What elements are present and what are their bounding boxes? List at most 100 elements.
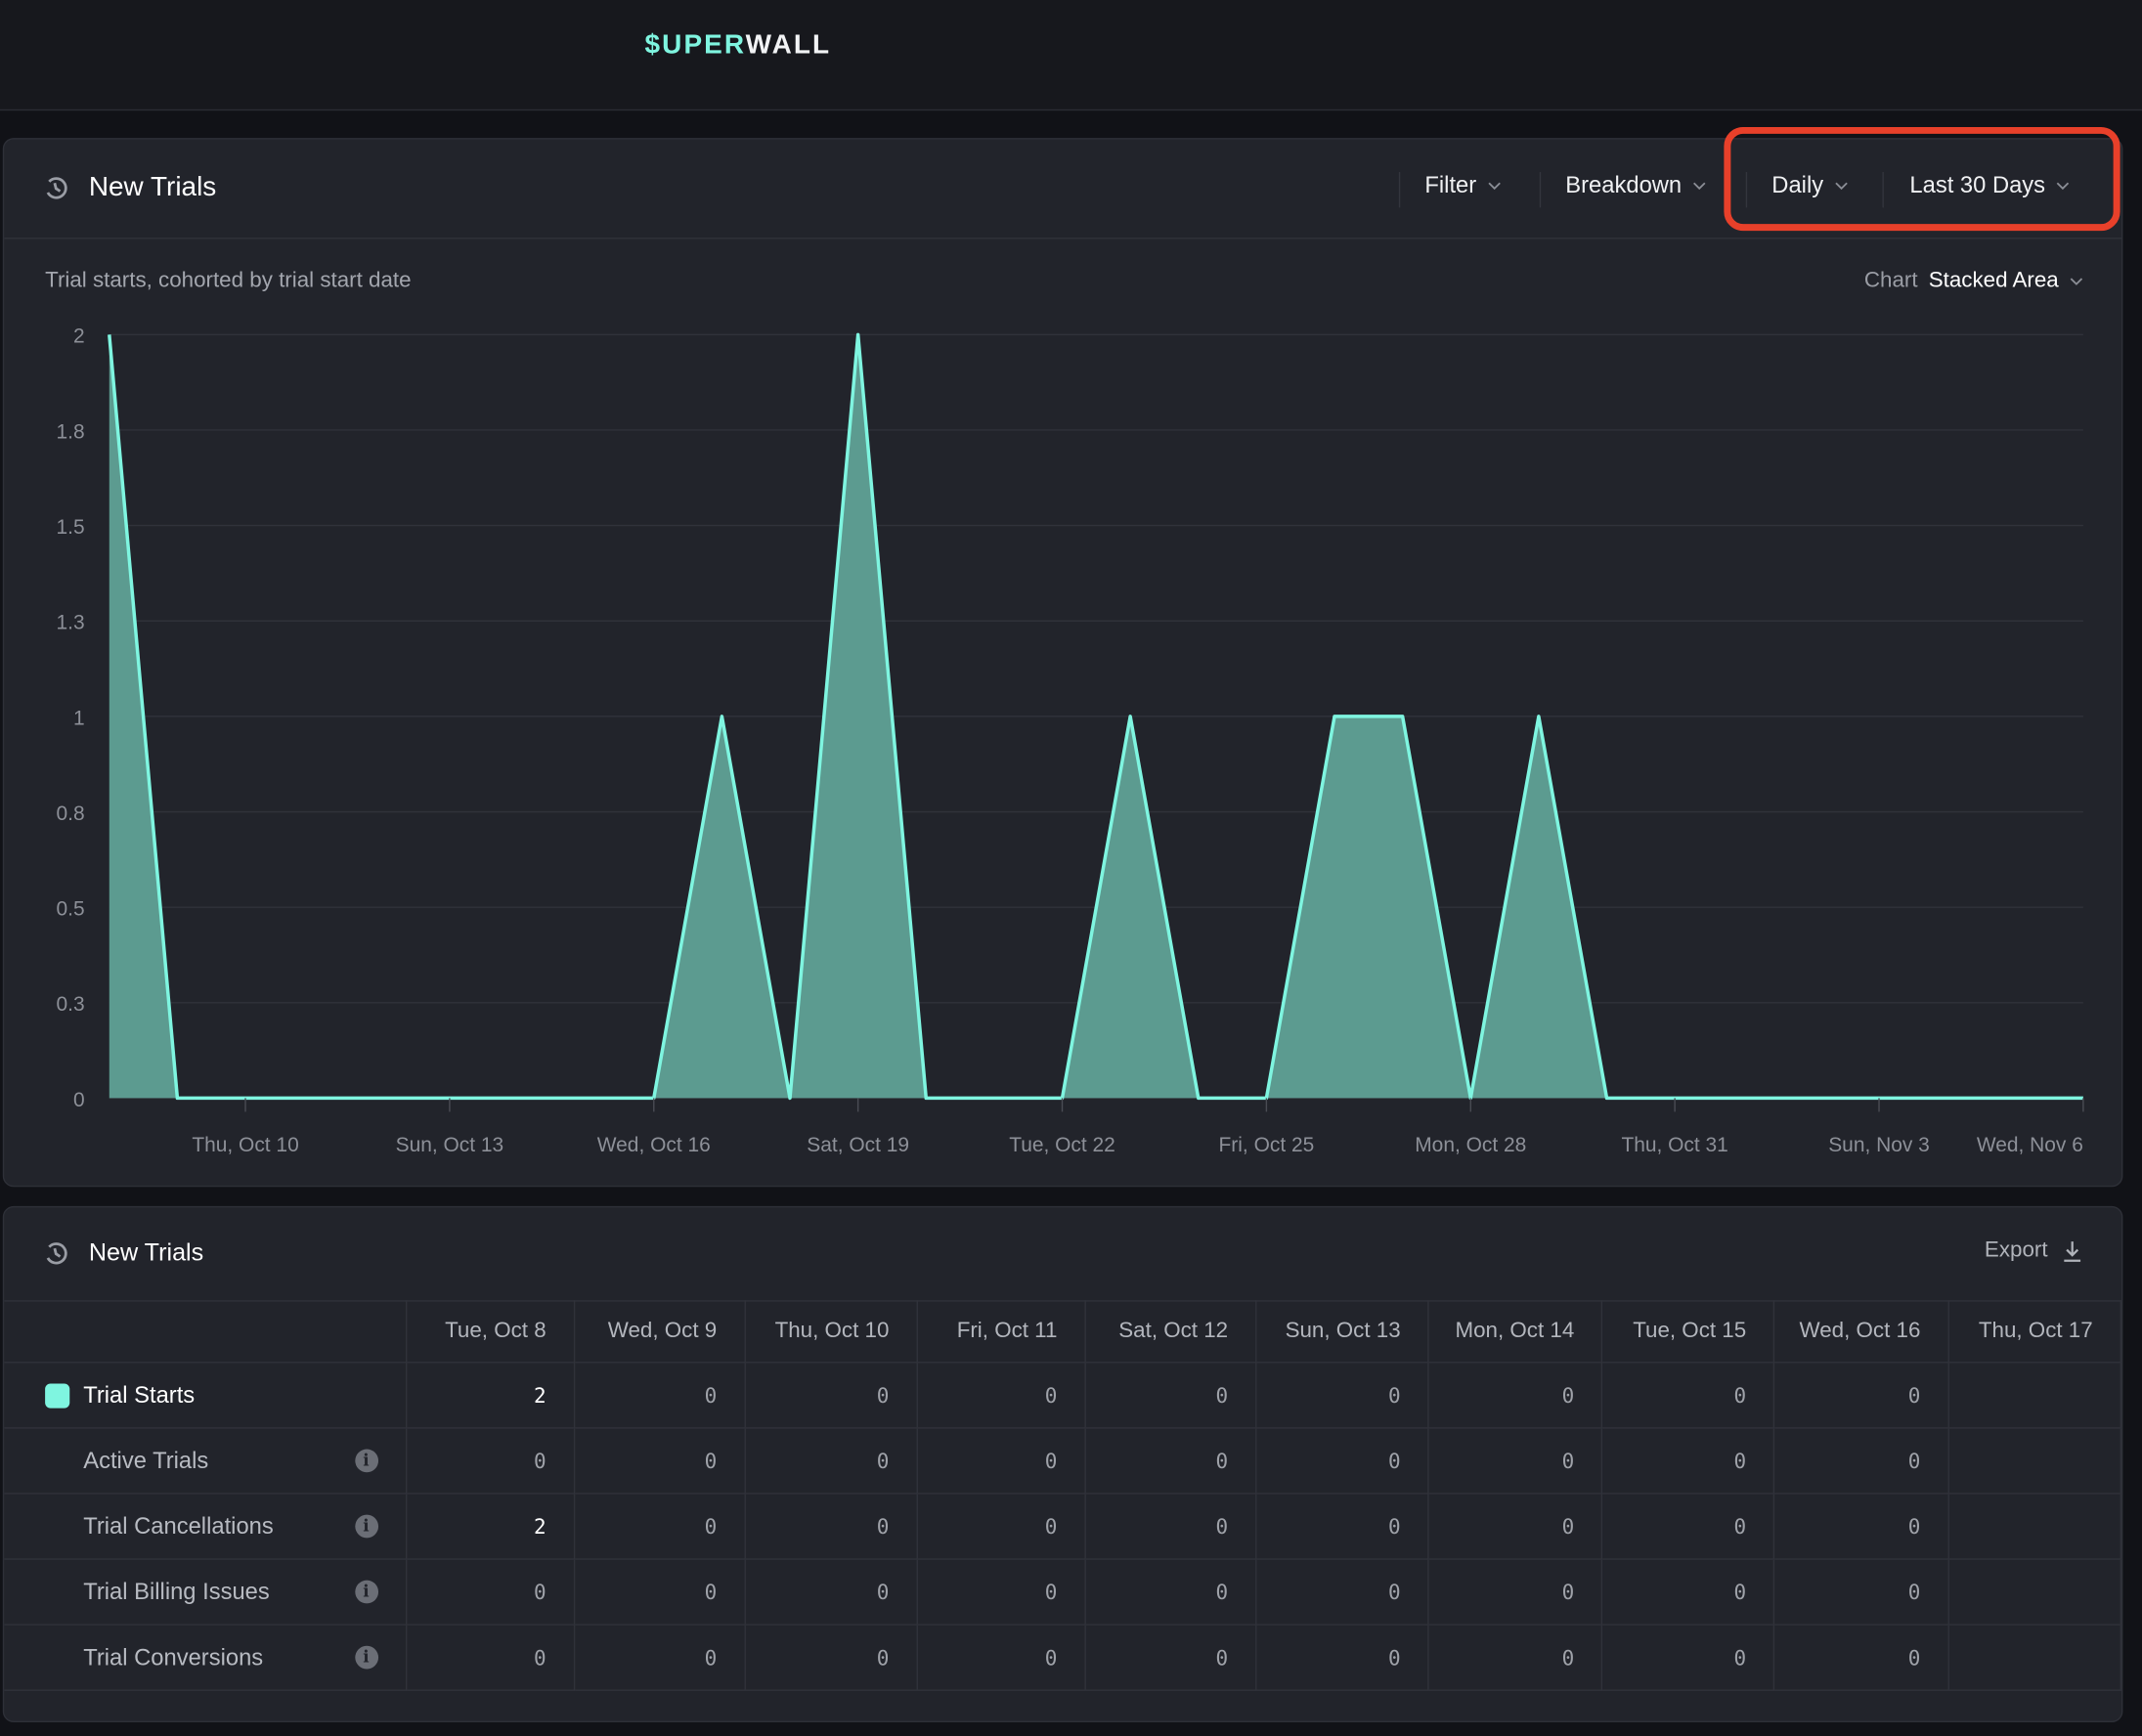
table-cell xyxy=(1948,1625,2122,1691)
superwall-logo[interactable]: $UPERWALL xyxy=(644,29,832,61)
table-cell: 0 xyxy=(1085,1427,1257,1495)
table-cell: 0 xyxy=(917,1493,1086,1560)
table-cell: 0 xyxy=(917,1625,1086,1691)
chevron-down-icon xyxy=(2057,182,2070,191)
table-cell: 0 xyxy=(1255,1362,1429,1429)
download-icon xyxy=(2064,1241,2081,1262)
area-fill xyxy=(109,334,2083,1099)
y-tick-label: 0.8 xyxy=(57,803,85,825)
column-header[interactable]: Thu, Oct 17 xyxy=(1948,1300,2122,1364)
y-tick-label: 1 xyxy=(73,707,85,729)
table-cell: 0 xyxy=(405,1427,575,1495)
chevron-down-icon xyxy=(2070,278,2083,285)
series-swatch xyxy=(45,1383,70,1409)
table-cell: 0 xyxy=(1601,1427,1775,1495)
table-cell: 0 xyxy=(1085,1559,1257,1626)
x-tick-label: Sat, Oct 19 xyxy=(807,1134,909,1156)
table-header-row: Tue, Oct 8 Wed, Oct 9 Thu, Oct 10 Fri, Oct … xyxy=(4,1300,2122,1364)
column-header[interactable]: Wed, Oct 9 xyxy=(574,1300,746,1364)
table-cell: 0 xyxy=(1428,1427,1603,1495)
table-cell: 0 xyxy=(574,1362,746,1429)
divider xyxy=(1745,172,1748,208)
row-label: Trial Starts xyxy=(4,1362,407,1429)
highlight-annotation xyxy=(1724,126,2120,232)
table-cell: 0 xyxy=(574,1493,746,1560)
row-label-header xyxy=(4,1300,407,1364)
table-cell: 0 xyxy=(1085,1362,1257,1429)
table-cell: 0 xyxy=(1773,1559,1949,1626)
filter-dropdown[interactable]: Filter xyxy=(1424,172,1501,199)
table-cell: 0 xyxy=(1428,1362,1603,1429)
column-header[interactable]: Tue, Oct 8 xyxy=(405,1300,575,1364)
info-icon[interactable]: i xyxy=(354,1580,378,1604)
chart-subtitle: Trial starts, cohorted by trial start da… xyxy=(45,269,412,293)
table-cell: 0 xyxy=(405,1625,575,1691)
table-cell: 0 xyxy=(744,1493,918,1560)
panel-title: New Trials xyxy=(88,1238,204,1267)
column-header[interactable]: Thu, Oct 10 xyxy=(744,1300,918,1364)
top-bar: $UPERWALL xyxy=(0,0,2142,111)
table-cell: 0 xyxy=(1255,1559,1429,1626)
chart-type-dropdown[interactable]: Chart Stacked Area xyxy=(1864,269,2083,293)
info-icon[interactable]: i xyxy=(354,1449,378,1473)
divider xyxy=(1398,172,1401,208)
y-tick-label: 2 xyxy=(73,326,85,348)
table-cell: 0 xyxy=(1601,1362,1775,1429)
export-button[interactable]: Export xyxy=(1985,1238,2083,1263)
table-cell: 0 xyxy=(1773,1625,1949,1691)
table-cell: 0 xyxy=(917,1559,1086,1626)
column-header[interactable]: Wed, Oct 16 xyxy=(1773,1300,1949,1364)
table-cell: 0 xyxy=(574,1427,746,1495)
y-tick-label: 0 xyxy=(73,1089,85,1111)
column-header[interactable]: Sat, Oct 12 xyxy=(1085,1300,1257,1364)
table-cell: 0 xyxy=(744,1427,918,1495)
y-tick-label: 1.3 xyxy=(57,612,85,634)
table-row: Trial Billing Issues i 0 0 0 0 0 0 0 0 0 xyxy=(4,1559,2122,1626)
date-range-dropdown[interactable]: Last 30 Days xyxy=(1909,172,2070,199)
table-row: Active Trials i 0 0 0 0 0 0 0 0 0 xyxy=(4,1427,2122,1495)
history-icon xyxy=(46,1242,67,1265)
x-tick-label: Sun, Nov 3 xyxy=(1828,1134,1930,1156)
table-cell: 0 xyxy=(744,1362,918,1429)
x-tick-label: Wed, Nov 6 xyxy=(1977,1134,2083,1156)
x-tick-label: Mon, Oct 28 xyxy=(1415,1134,1526,1156)
series-line xyxy=(108,332,2083,1101)
area-chart: 0 0.3 0.5 0.8 1 1.3 1.5 1.8 2 Thu, Oct 10 Sun, Oct… xyxy=(57,326,2084,1156)
data-table: Tue, Oct 8 Wed, Oct 9 Thu, Oct 10 Fri, Oct … xyxy=(4,1300,2122,1691)
chart-panel: New Trials Filter Breakdown Daily Last 3… xyxy=(2,138,2123,1188)
table-cell xyxy=(1948,1559,2122,1626)
column-header[interactable]: Tue, Oct 15 xyxy=(1601,1300,1775,1364)
table-cell: 0 xyxy=(1601,1625,1775,1691)
column-header[interactable]: Mon, Oct 14 xyxy=(1428,1300,1603,1364)
x-tick-label: Wed, Oct 16 xyxy=(597,1134,711,1156)
y-tick-label: 1.8 xyxy=(57,420,85,443)
table-cell: 0 xyxy=(744,1625,918,1691)
y-tick-label: 0.3 xyxy=(57,993,85,1016)
table-cell: 0 xyxy=(405,1559,575,1626)
column-header[interactable]: Fri, Oct 11 xyxy=(917,1300,1086,1364)
table-cell: 0 xyxy=(574,1625,746,1691)
table-row: Trial Cancellations i 2 0 0 0 0 0 0 0 0 xyxy=(4,1493,2122,1560)
x-tick-label: Thu, Oct 31 xyxy=(1621,1134,1727,1156)
table-cell xyxy=(1948,1493,2122,1560)
chart-panel-header: New Trials Filter Breakdown Daily Last 3… xyxy=(4,140,2122,239)
interval-dropdown[interactable]: Daily xyxy=(1771,172,1848,199)
chevron-down-icon xyxy=(1488,182,1501,191)
x-tick-label: Fri, Oct 25 xyxy=(1219,1134,1315,1156)
table-cell: 0 xyxy=(1085,1625,1257,1691)
table-cell: 0 xyxy=(744,1559,918,1626)
table-cell: 2 xyxy=(405,1493,575,1560)
table-row: Trial Conversions i 0 0 0 0 0 0 0 0 0 xyxy=(4,1625,2122,1691)
panel-title: New Trials xyxy=(88,172,217,202)
breakdown-dropdown[interactable]: Breakdown xyxy=(1565,172,1706,199)
info-icon[interactable]: i xyxy=(354,1645,378,1670)
x-tick-label: Tue, Oct 22 xyxy=(1009,1134,1115,1156)
table-cell: 0 xyxy=(1255,1427,1429,1495)
divider xyxy=(1539,172,1542,208)
table-cell xyxy=(1948,1427,2122,1495)
info-icon[interactable]: i xyxy=(354,1514,378,1539)
column-header[interactable]: Sun, Oct 13 xyxy=(1255,1300,1429,1364)
table-panel: New Trials Export Tue, Oct 8 Wed, Oct 9 Th… xyxy=(2,1205,2123,1722)
table-cell: 0 xyxy=(1773,1427,1949,1495)
